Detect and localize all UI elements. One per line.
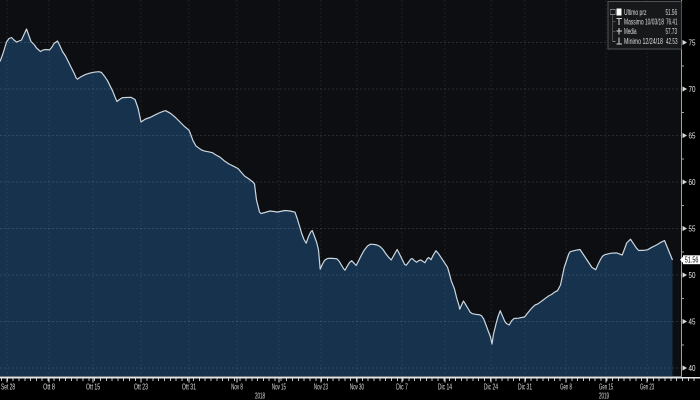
svg-text:Gen 8: Gen 8 [560,383,572,392]
svg-text:70: 70 [689,84,696,94]
svg-text:Ott 8: Ott 8 [43,383,55,392]
svg-text:2018: 2018 [255,392,265,400]
svg-text:45: 45 [689,317,696,327]
svg-text:Gen 15: Gen 15 [599,383,613,392]
svg-text:Media: Media [624,27,637,36]
svg-text:Dic 7: Dic 7 [396,383,408,392]
svg-text:40: 40 [689,363,696,373]
svg-text:65: 65 [689,131,696,141]
svg-text:Dic 31: Dic 31 [518,383,532,392]
svg-text:Ultimo prz: Ultimo prz [624,8,647,17]
svg-text:Ott 31: Ott 31 [182,383,196,392]
svg-text:Ott 23: Ott 23 [134,383,148,392]
svg-text:76.41: 76.41 [666,18,678,27]
svg-text:55: 55 [689,224,696,234]
svg-text:51.56: 51.56 [666,8,678,17]
svg-text:Dic 14: Dic 14 [438,383,452,392]
svg-text:Ott 15: Ott 15 [86,383,100,392]
svg-text:60: 60 [689,177,696,187]
svg-text:2019: 2019 [599,392,609,400]
svg-text:Nov 23: Nov 23 [314,383,328,392]
svg-text:42.53: 42.53 [666,37,678,46]
svg-text:Set 28: Set 28 [1,383,15,392]
svg-text:75: 75 [689,38,696,48]
svg-text:Nov 30: Nov 30 [350,383,364,392]
svg-text:57.73: 57.73 [666,27,678,36]
svg-text:51.56: 51.56 [685,255,699,264]
svg-text:50: 50 [689,270,696,280]
svg-text:Massimo 10/03/18: Massimo 10/03/18 [624,18,664,27]
svg-text:Gen 23: Gen 23 [640,383,654,392]
svg-text:Minimo 12/24/18: Minimo 12/24/18 [624,37,663,46]
svg-text:Nov 8: Nov 8 [231,383,243,392]
svg-text:Dic 24: Dic 24 [484,383,498,392]
svg-text:Nov 15: Nov 15 [272,383,286,392]
